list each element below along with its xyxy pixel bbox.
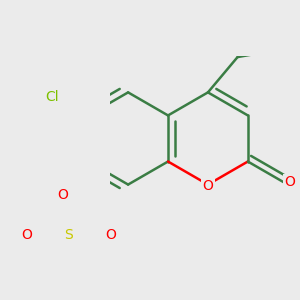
Text: Cl: Cl	[46, 90, 59, 104]
Text: O: O	[22, 228, 32, 242]
Text: O: O	[284, 175, 295, 189]
Text: S: S	[64, 228, 73, 242]
Text: O: O	[105, 228, 116, 242]
Text: O: O	[202, 179, 213, 193]
Text: O: O	[57, 188, 68, 203]
